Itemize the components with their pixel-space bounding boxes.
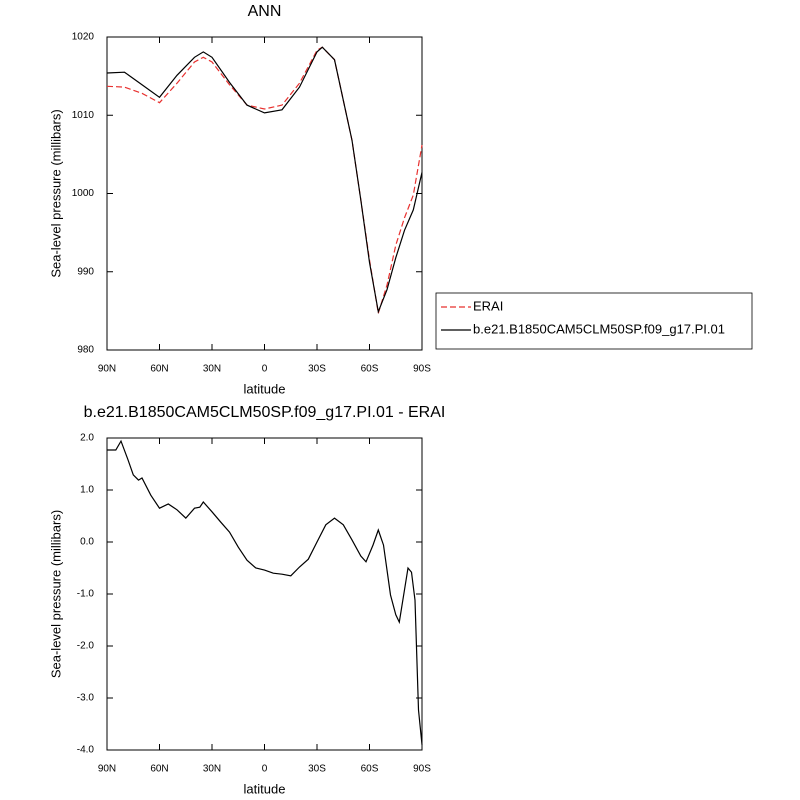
x-tick-label: 60S [361,764,379,775]
x-tick-label: 90N [98,364,116,375]
y-tick-label: 0.0 [80,537,94,548]
y-tick-label: 2.0 [80,433,94,444]
y-tick-label: -1.0 [77,589,95,600]
plot-frame [106,437,423,751]
x-tick-label: 60S [361,364,379,375]
chart-title: b.e21.B1850CAM5CLM50SP.f09_g17.PI.01 - E… [84,404,446,421]
x-tick-label: 30N [203,364,221,375]
legend-label: b.e21.B1850CAM5CLM50SP.f09_g17.PI.01 [473,321,725,336]
chart: b.e21.B1850CAM5CLM50SP.f09_g17.PI.01 - E… [48,404,445,796]
y-axis-label: Sea-level pressure (millibars) [48,109,63,277]
legend: ERAI b.e21.B1850CAM5CLM50SP.f09_g17.PI.01 [435,292,753,350]
y-tick-label: 1020 [72,32,95,43]
x-tick-label: 30N [203,764,221,775]
y-tick-label: 990 [77,266,94,277]
y-tick-label: -2.0 [77,641,95,652]
chart-title: ANN [248,3,282,20]
y-tick-label: 1010 [72,110,95,121]
x-tick-label: 90S [413,364,431,375]
x-axis-label: latitude [244,781,286,796]
plot-frame [106,36,423,351]
y-tick-label: -4.0 [77,745,95,756]
x-tick-label: 0 [262,364,268,375]
legend-frame [435,292,753,350]
x-tick-label: 90S [413,764,431,775]
x-tick-label: 30S [308,764,326,775]
legend-label: ERAI [473,298,503,313]
y-tick-label: -3.0 [77,693,95,704]
y-tick-label: 980 [77,345,94,356]
chart: ANN latitude Sea-level pressure (millibars… [48,3,753,396]
y-tick-label: 1000 [72,188,95,199]
x-axis-label: latitude [244,381,286,396]
x-tick-label: 30S [308,364,326,375]
x-tick-label: 0 [262,764,268,775]
data-line [107,439,423,745]
y-axis-label: Sea-level pressure (millibars) [48,510,63,678]
data-line [106,46,423,314]
x-tick-label: 60N [150,364,168,375]
x-tick-label: 90N [98,764,116,775]
data-line [106,46,423,314]
x-tick-label: 60N [150,764,168,775]
y-tick-label: 1.0 [80,485,94,496]
